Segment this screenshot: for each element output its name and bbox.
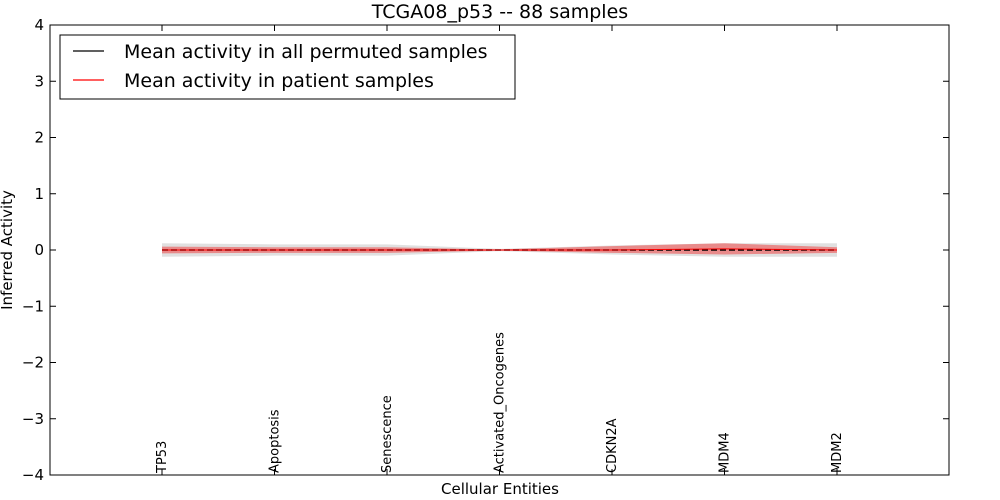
legend-label-permuted: Mean activity in all permuted samples (124, 41, 487, 63)
y-axis-label: Inferred Activity (0, 190, 16, 310)
y-axis-ticks: 4 3 2 1 0 −1 −2 −3 −4 (22, 16, 949, 484)
line-series-1 (162, 248, 838, 251)
x-tick-label: TP53 (155, 441, 170, 474)
y-tick-label: −3 (22, 410, 44, 428)
x-tick-label: MDM2 (830, 432, 845, 473)
band-series-1 (162, 243, 837, 255)
y-tick-label: −4 (22, 466, 44, 484)
legend-label-patient: Mean activity in patient samples (124, 70, 434, 92)
x-tick-label: Activated_Oncogenes (493, 332, 508, 473)
y-tick-label: 4 (34, 16, 44, 34)
x-tick-label: Senescence (380, 395, 395, 473)
x-axis-ticks: TP53 Apoptosis Senescence Activated_Oncogen… (155, 25, 845, 475)
y-tick-label: 3 (34, 72, 44, 90)
legend-box (59, 34, 516, 100)
series-lines (162, 248, 838, 251)
chart-title: TCGA08_p53 -- 88 samples (371, 1, 628, 23)
x-tick-label: Apoptosis (268, 409, 283, 473)
y-tick-label: −1 (22, 297, 44, 315)
y-tick-label: 0 (34, 241, 44, 259)
legend: Mean activity in all permuted samples Me… (59, 34, 516, 100)
y-tick-label: 2 (34, 129, 44, 147)
x-tick-label: CDKN2A (605, 418, 620, 473)
x-tick-label: MDM4 (718, 432, 733, 473)
x-axis-label: Cellular Entities (441, 480, 559, 498)
y-tick-label: 1 (34, 185, 44, 203)
y-tick-label: −2 (22, 354, 44, 372)
